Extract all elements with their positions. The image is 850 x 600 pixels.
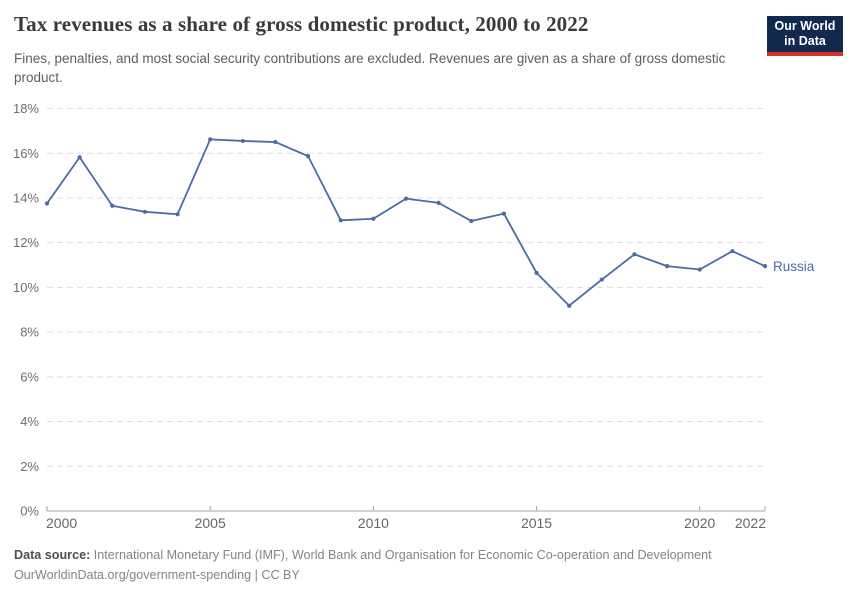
- data-point: [273, 139, 278, 145]
- data-point: [77, 155, 82, 160]
- owid-logo-line1: Our World: [774, 19, 836, 33]
- data-point: [762, 264, 768, 269]
- data-point: [730, 249, 735, 254]
- data-source-line: Data source: International Monetary Fund…: [14, 545, 834, 565]
- data-point: [599, 277, 604, 282]
- data-point: [110, 203, 115, 208]
- data-point: [240, 138, 245, 144]
- data-point: [371, 216, 376, 221]
- data-point: [567, 303, 572, 308]
- y-tick-label: 8%: [20, 325, 39, 340]
- y-tick-label: 2%: [20, 459, 39, 474]
- data-point: [501, 211, 507, 216]
- y-tick-label: 12%: [13, 235, 39, 250]
- line-chart: 0% 2% 4% 6% 8% 10% 12% 14% 16% 18% 2000 2005 2010 201…: [0, 90, 850, 550]
- data-point: [175, 212, 180, 217]
- y-tick-label: 14%: [13, 190, 39, 205]
- owid-logo-line2: in Data: [784, 33, 826, 48]
- chart-canvas: 0% 2% 4% 6% 8% 10% 12% 14% 16% 18% 2000 2005 2010 201…: [13, 101, 815, 531]
- x-tick-label: 2010: [358, 515, 389, 531]
- data-point: [664, 264, 670, 269]
- data-point: [534, 270, 539, 275]
- data-point: [632, 252, 637, 257]
- data-point: [338, 218, 343, 223]
- owid-logo: Our World in Data: [767, 16, 843, 56]
- y-tick-label: 10%: [13, 280, 39, 295]
- data-point: [208, 137, 213, 142]
- footer: Data source: International Monetary Fund…: [14, 545, 834, 585]
- data-point: [403, 196, 409, 201]
- x-tick-label: 2022: [735, 515, 766, 531]
- y-tick-label: 18%: [13, 101, 39, 116]
- data-source-text: International Monetary Fund (IMF), World…: [93, 548, 712, 562]
- y-tick-label: 4%: [20, 414, 39, 429]
- data-point: [44, 201, 50, 206]
- series-line-russia: [46, 138, 766, 307]
- y-tick-label: 6%: [20, 369, 39, 384]
- x-tick-label: 2020: [684, 515, 715, 531]
- data-point: [305, 154, 311, 159]
- y-tick-label: 16%: [13, 146, 39, 161]
- data-point: [142, 209, 148, 214]
- data-point: [469, 218, 474, 224]
- x-tick-label: 2000: [46, 515, 77, 531]
- x-tick-label: 2005: [195, 515, 226, 531]
- data-source-label: Data source:: [14, 548, 91, 562]
- y-tick-label: 0%: [20, 504, 39, 519]
- data-point: [436, 200, 441, 205]
- chart-title: Tax revenues as a share of gross domesti…: [14, 12, 589, 36]
- data-point: [697, 267, 702, 272]
- x-tick-label: 2015: [521, 515, 552, 531]
- series-label-russia: Russia: [773, 259, 815, 274]
- footer-link[interactable]: OurWorldinData.org/government-spending |…: [14, 568, 300, 582]
- chart-subtitle: Fines, penalties, and most social securi…: [14, 51, 726, 85]
